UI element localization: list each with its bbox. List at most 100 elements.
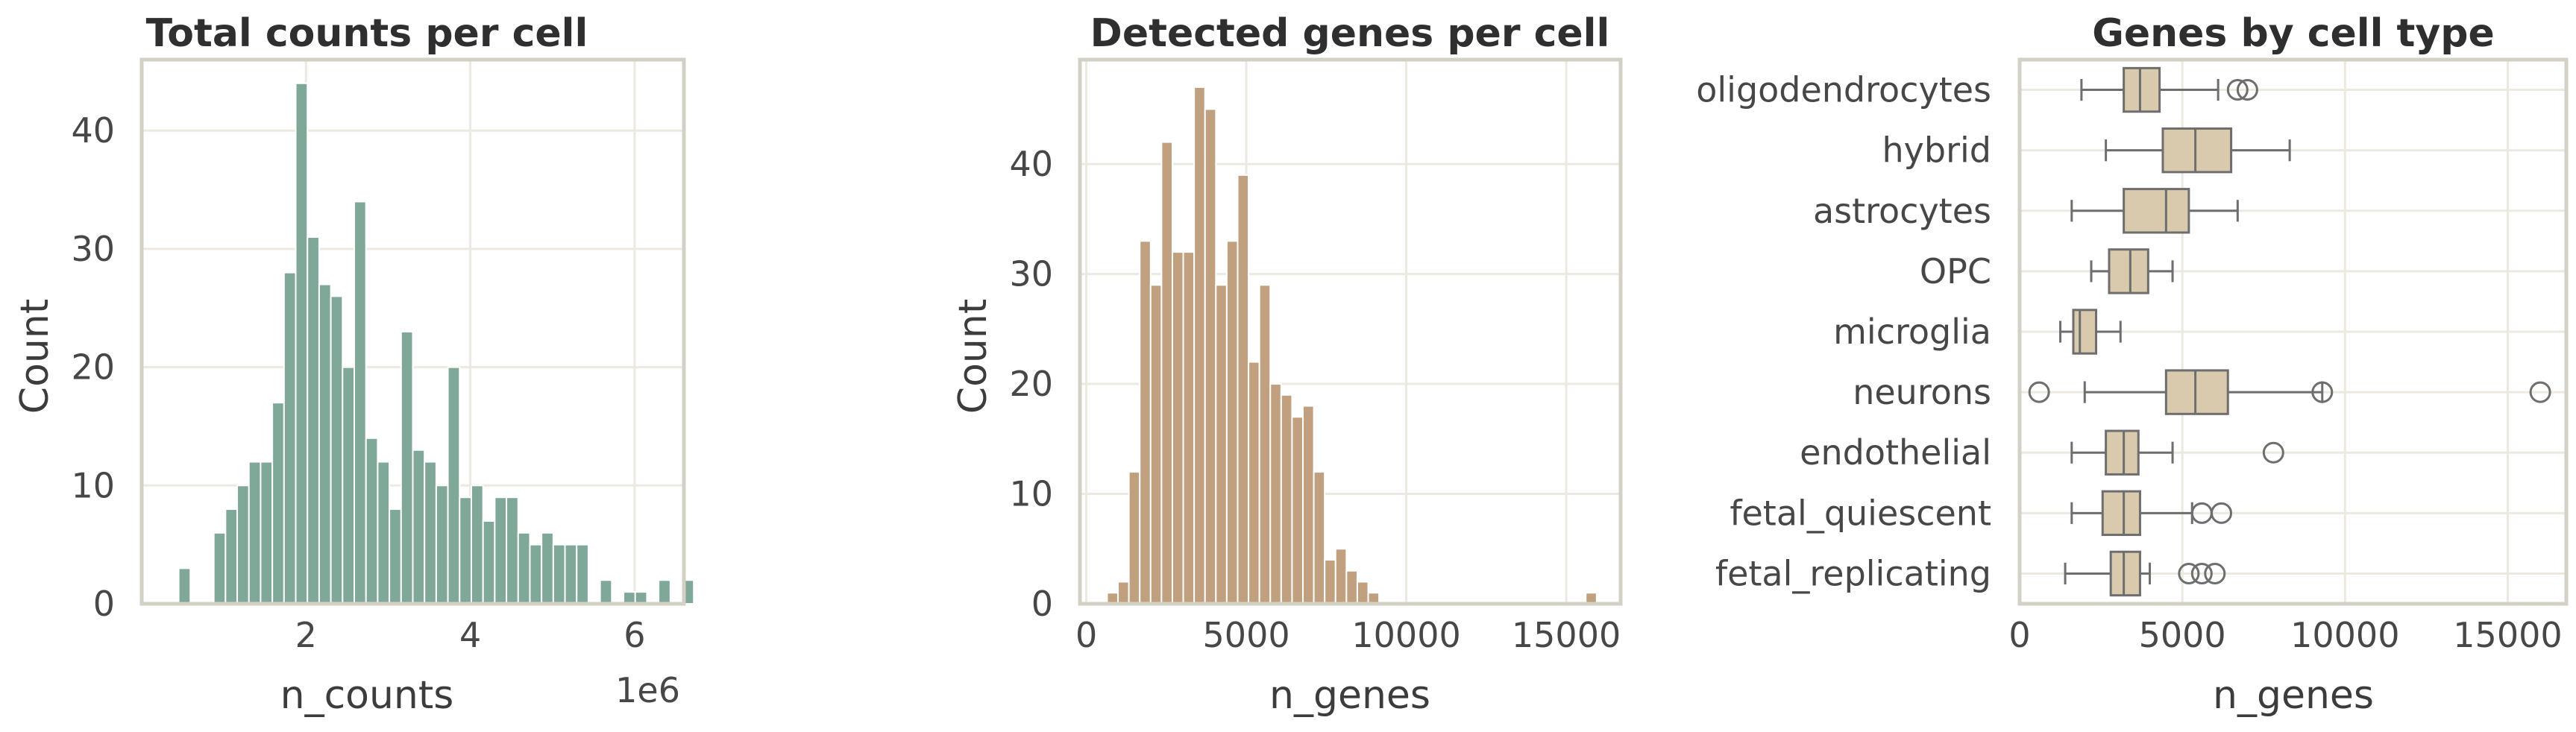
x-axis-label: n_genes (1269, 673, 1430, 718)
outlier-point (2190, 562, 2213, 584)
x-axis-label: n_counts (280, 673, 454, 718)
chart-title: Total counts per cell (146, 11, 588, 56)
histogram-bar (1139, 240, 1152, 605)
category-label: hybrid (1882, 130, 1991, 171)
histogram-bar (1128, 471, 1141, 605)
histogram-bar (1291, 416, 1304, 605)
histogram-bar (400, 331, 414, 605)
histogram-bar (1280, 394, 1293, 605)
total-counts-histogram: Total counts per cell n_counts Count 1e6… (13, 11, 695, 718)
bars (178, 82, 695, 605)
chart-title: Detected genes per cell (1090, 11, 1610, 56)
histogram-bar (1225, 240, 1239, 605)
histogram-bar (564, 543, 578, 605)
histogram-bar (1248, 361, 1260, 605)
histogram-bar (482, 520, 496, 605)
histogram-bar (470, 485, 484, 605)
outlier-point (2236, 79, 2258, 101)
y-tick-label: 20 (71, 347, 115, 388)
y-axis-label: Count (951, 299, 996, 414)
histogram-bar (435, 485, 449, 605)
box (2108, 248, 2149, 294)
y-tick-label: 10 (71, 465, 115, 505)
box (2072, 309, 2098, 355)
histogram-bar (354, 201, 367, 605)
histogram-bar (1356, 581, 1369, 605)
box (2109, 550, 2141, 597)
y-tick-label: 40 (1009, 144, 1053, 184)
box (2101, 490, 2141, 537)
y-tick-label: 0 (93, 584, 115, 624)
histogram-bar (224, 508, 239, 605)
category-label: neurons (1853, 372, 1991, 412)
histogram-bar (260, 461, 274, 605)
histogram-bar (1117, 581, 1130, 605)
histogram-bar (1160, 141, 1173, 605)
y-tick-label: 40 (71, 110, 115, 151)
histogram-bar (517, 531, 531, 605)
x-axis-label: n_genes (2213, 673, 2374, 718)
histogram-bar (541, 531, 554, 605)
box (2161, 127, 2233, 174)
histogram-bar (1149, 284, 1163, 605)
histogram-bar (576, 543, 589, 605)
outlier-point (2028, 381, 2050, 403)
histogram-bar (213, 531, 227, 605)
histogram-bar (283, 271, 297, 605)
box (2105, 429, 2140, 476)
histogram-bar (459, 496, 472, 605)
bars (1106, 86, 1598, 605)
plot-frame (139, 57, 686, 606)
histogram-bar (248, 461, 262, 605)
y-tick-label: 30 (1009, 254, 1053, 294)
x-tick-label: 10000 (2290, 615, 2399, 655)
histogram-bar (342, 366, 356, 605)
histogram-bar (389, 508, 402, 605)
histogram-bar (295, 82, 309, 605)
histogram-bar (1269, 383, 1282, 605)
box (2164, 369, 2229, 415)
histogram-bar (1302, 405, 1315, 605)
x-tick-label: 10000 (1351, 615, 1460, 655)
category-label: endothelial (1800, 432, 1991, 473)
y-tick-label: 10 (1009, 474, 1053, 514)
histogram-bar (424, 461, 437, 605)
histogram-bar (1324, 559, 1336, 605)
x-tick-label: 5000 (2139, 615, 2226, 655)
x-tick-label: 6 (623, 615, 645, 655)
outlier-point (2311, 381, 2334, 403)
histogram-bar (377, 461, 391, 605)
box (2123, 188, 2190, 234)
histogram-bar (412, 449, 426, 605)
histogram-bar (447, 366, 461, 605)
category-label: astrocytes (1813, 191, 1991, 231)
outlier-point (2178, 562, 2200, 584)
outlier-point (2211, 502, 2233, 524)
histogram-bar (1193, 86, 1206, 605)
histogram-bar (1258, 284, 1272, 605)
histogram-bar (330, 295, 344, 605)
category-label: oligodendrocytes (1696, 70, 1991, 110)
histogram-bar (236, 485, 250, 605)
plot-frame (1078, 57, 1623, 606)
histogram-bar (178, 567, 192, 605)
tick-labels: 0 5000 10000 15000 0 10 20 30 40 (1009, 144, 1621, 655)
x-tick-label: 4 (459, 615, 481, 655)
x-tick-label: 0 (2008, 615, 2030, 655)
y-tick-label: 30 (71, 229, 115, 269)
histogram-bar (599, 579, 613, 605)
histogram-bar (1204, 108, 1217, 605)
histogram-bar (307, 236, 320, 605)
histogram-bar (529, 543, 543, 605)
category-label: OPC (1920, 251, 1991, 291)
category-label: fetal_quiescent (1730, 493, 1991, 533)
x-tick-label: 5000 (1203, 615, 1290, 655)
histogram-bar (1215, 284, 1228, 605)
plot-frame (2017, 57, 2569, 606)
x-tick-label: 15000 (2453, 615, 2562, 655)
tick-labels: 0 5000 10000 15000 oligodendrocytes hybrid ast… (1696, 70, 2562, 655)
y-tick-label: 0 (1031, 584, 1053, 624)
outlier-point (2262, 441, 2284, 464)
outlier-point (2204, 562, 2226, 584)
